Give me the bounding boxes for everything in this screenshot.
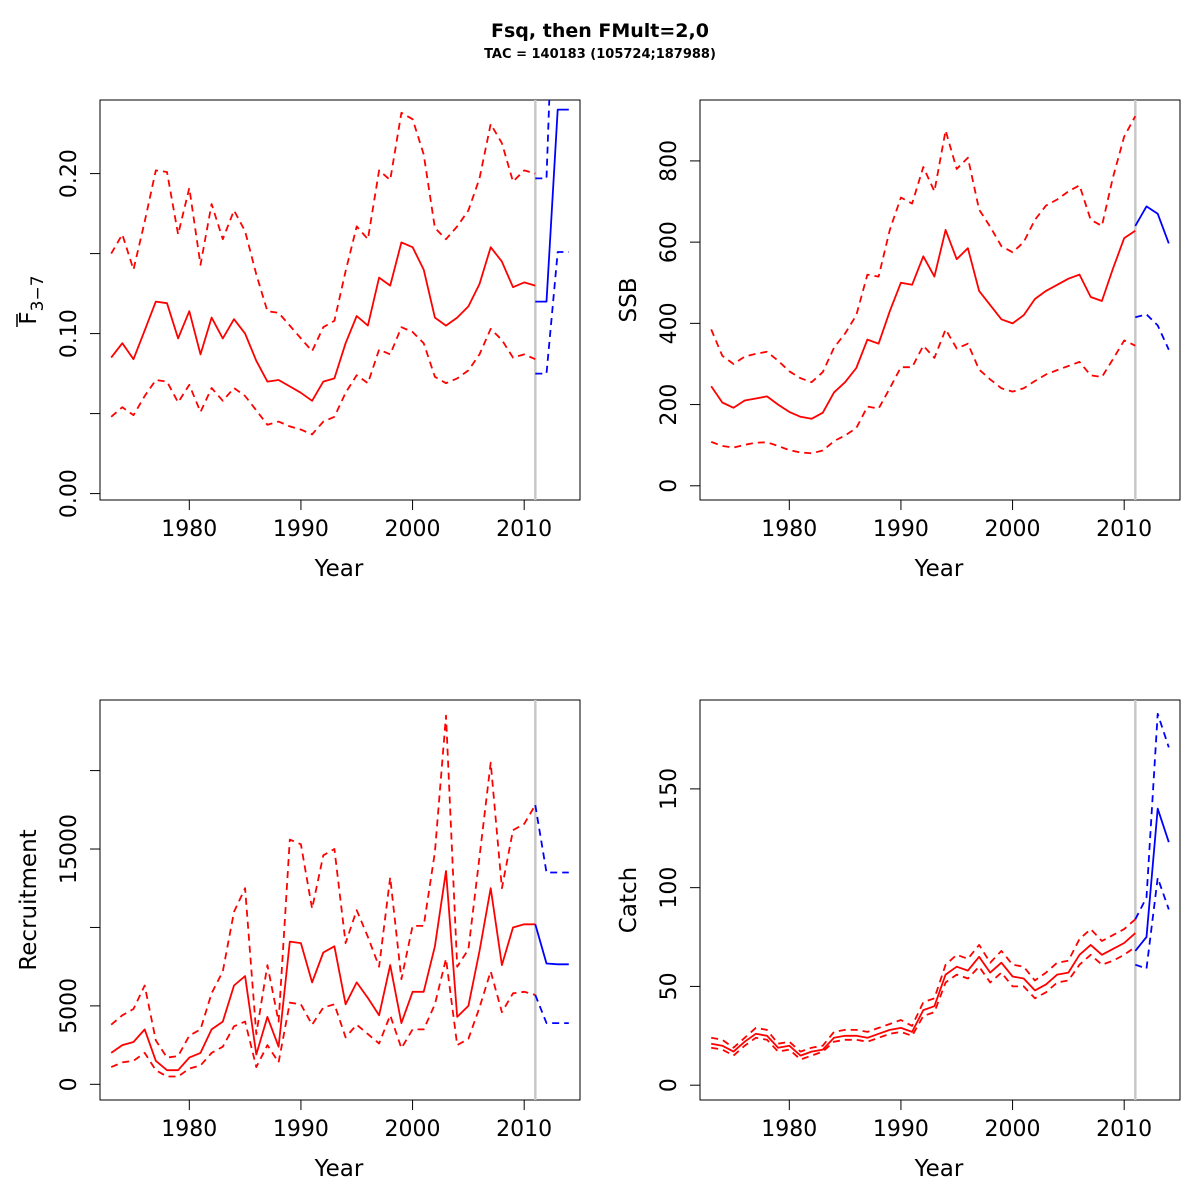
plot-frame [699,99,1181,501]
x-axis-label: Year [314,556,364,582]
x-tick-label: 1980 [161,517,217,542]
x-tick-label: 1990 [273,1117,329,1142]
y-axis-label: F3−7 [16,275,48,324]
chart-panel-1: 1980 1990 2000 2010 Year 0.00 0.10 0.20 F3−7 [16,99,581,582]
series-group [710,115,1170,455]
series-group [711,712,1170,1061]
x-tick-label: 2010 [1096,1117,1152,1142]
y-tick-label: 0.00 [57,469,82,518]
series-line-forecast-upper [534,804,569,874]
series-line-forecast [1134,807,1170,952]
y-axis-label: Recruitment [16,829,42,970]
x-axis-label: Year [914,556,964,582]
x-tick-label: 1990 [873,517,929,542]
series-line-forecast-upper [1134,712,1170,920]
series-line-forecast-upper [535,100,551,180]
series-line-lower [110,957,536,1078]
series-line-forecast [535,108,569,303]
series-line-upper [710,115,1137,384]
x-tick-label: 2000 [385,1117,441,1142]
x-tick-label: 1990 [873,1117,929,1142]
chart-panel-4: 1980 1990 2000 2010 Year 0 50 100 150 Catch [616,699,1181,1182]
series-line-estimate [110,241,536,402]
x-tick-label: 2010 [496,1117,552,1142]
y-tick-label: 0.10 [57,309,82,358]
x-axis-label: Year [314,1156,364,1182]
y-axis-label: SSB [616,278,642,323]
y-axis-label-subscript: 3−7 [28,275,48,311]
series-line-forecast-lower [1135,876,1170,970]
x-tick-label: 2000 [385,517,441,542]
series-line-lower [711,946,1136,1061]
x-tick-label: 1980 [161,1117,217,1142]
y-tick-label: 0 [657,479,682,493]
x-tick-label: 2000 [985,1117,1041,1142]
series-line-upper [110,111,536,353]
series-line-forecast-lower [535,251,569,375]
y-tick-label: 400 [657,302,682,344]
y-tick-label: 150 [657,768,682,810]
y-tick-label: 0 [57,1077,82,1091]
plot-frame [99,99,581,501]
y-tick-label: 5000 [57,978,82,1034]
y-tick-label: 15000 [57,814,82,884]
series-line-estimate [110,870,536,1072]
plot-frame [99,699,581,1101]
series-line-estimate [711,932,1136,1057]
y-tick-label: 200 [657,384,682,426]
x-tick-label: 2010 [1096,517,1152,542]
y-tick-label: 600 [657,221,682,263]
series-line-estimate [710,228,1136,420]
y-tick-label: 100 [657,867,682,909]
series-line-forecast [1134,205,1170,244]
y-tick-label: 0 [657,1078,682,1092]
y-axis-label-main: F [16,311,42,324]
chart-panel-3: 1980 1990 2000 2010 Year 0 5000 15000 Recruitmen… [16,699,581,1182]
x-axis-label: Year [914,1156,964,1182]
x-tick-label: 1980 [761,1117,817,1142]
figure-title: Fsq, then FMult=2,0 [491,20,709,42]
series-line-upper [110,714,537,1059]
series-line-upper [711,918,1136,1053]
series-line-forecast-lower [1135,313,1170,351]
x-tick-label: 2000 [985,517,1041,542]
series-line-lower [710,328,1136,455]
series-group [110,714,569,1078]
chart-panel-2: 1980 1990 2000 2010 Year 0 200 400 600 800 SSB [616,99,1181,582]
figure-subtitle: TAC = 140183 (105724;187988) [484,47,716,62]
y-tick-label: 800 [657,140,682,182]
y-tick-label: 50 [657,972,682,1000]
x-tick-label: 1990 [273,517,329,542]
plot-frame [699,699,1181,1101]
x-tick-label: 2010 [496,517,552,542]
series-line-forecast-lower [534,994,569,1024]
series-line-lower [110,326,536,436]
series-group [110,100,569,436]
series-line-forecast [534,924,569,966]
x-tick-label: 1980 [761,517,817,542]
y-tick-label: 0.20 [57,149,82,198]
y-axis-label: Catch [616,867,642,933]
